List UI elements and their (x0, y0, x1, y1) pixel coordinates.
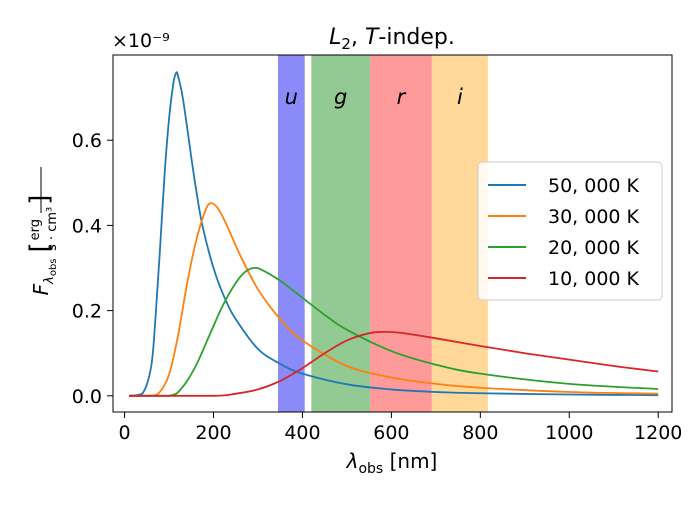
y-tick-label-0: 0.0 (72, 386, 102, 408)
title-t: T (365, 25, 380, 50)
band-r (370, 55, 432, 412)
band-label-i: i (457, 85, 463, 109)
legend-label-0: 50, 000 K (548, 175, 640, 197)
x-tick-label-600: 600 (373, 422, 409, 444)
band-label-g: g (334, 85, 347, 109)
lines-layer (128, 71, 659, 397)
band-label-r: r (397, 85, 407, 109)
x-tick-label-1200: 1200 (634, 422, 682, 444)
x-axis-label: λobs [nm] (346, 449, 438, 477)
plot-frame (112, 54, 673, 413)
x-tick-label-400: 400 (284, 422, 320, 444)
y-tick-label-2: 0.4 (72, 215, 102, 237)
legend-label-2: 20, 000 K (548, 237, 640, 259)
band-u (277, 55, 305, 412)
title-comma: , (351, 25, 365, 50)
x-tick-label-200: 200 (195, 422, 231, 444)
x-tick-label-800: 800 (462, 422, 498, 444)
ticks-layer: 0 200 400 600 800 1000 1200 0.0 0.2 0.4 0.6 (72, 130, 683, 444)
y-label-bracket-close: ] (25, 195, 55, 205)
x-tick-label-1000: 1000 (545, 422, 593, 444)
y-tick-label-1: 0.2 (72, 301, 102, 323)
y-tick-label-3: 0.6 (72, 130, 102, 152)
legend: 50, 000 K 30, 000 K 20, 000 K 10, 000 K (477, 161, 663, 301)
y-label-sub-obs: obs (48, 258, 59, 276)
series-line-50000k (128, 71, 659, 397)
y-label-unit-num: erg (28, 219, 43, 240)
series-line-10000k (129, 330, 659, 397)
y-label-sub-lambda: λ (42, 276, 57, 285)
y-axis-label: Fλobs [ erg s · cm³] (25, 167, 60, 295)
band-label-u: u (285, 85, 298, 109)
legend-label-1: 30, 000 K (548, 206, 640, 228)
legend-label-3: 10, 000 K (548, 268, 640, 290)
title-rest: -indep. (378, 25, 454, 50)
title-l: L (329, 25, 341, 50)
chart-title: L2, T-indep. (329, 25, 455, 53)
series-line-30000k (129, 202, 659, 397)
x-label-unit: [nm] (383, 449, 437, 473)
y-offset-text: ×10⁻⁹ (112, 30, 170, 52)
x-label-lambda: λ (346, 449, 359, 473)
x-label-sub: obs (358, 461, 383, 477)
legend-box (477, 161, 663, 301)
x-tick-label-0: 0 (119, 422, 131, 444)
y-label-bracket-open: [ (25, 242, 55, 252)
series-line-20000k (129, 266, 659, 397)
title-sub: 2 (341, 35, 351, 53)
y-label-unit-den: s · cm³ (45, 207, 60, 251)
y-label-f: F (29, 283, 53, 295)
